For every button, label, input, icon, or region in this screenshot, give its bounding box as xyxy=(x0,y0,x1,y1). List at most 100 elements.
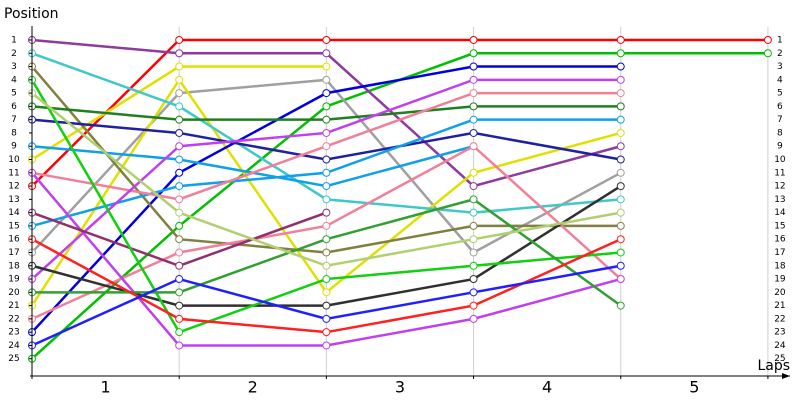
point xyxy=(175,168,184,177)
y-tick-label-right: 8 xyxy=(777,128,783,138)
point xyxy=(469,128,478,137)
point xyxy=(175,182,184,191)
point xyxy=(469,168,478,177)
point xyxy=(616,102,625,111)
y-tick-label-right: 16 xyxy=(774,235,786,245)
y-tick-label: 7 xyxy=(11,115,17,125)
point xyxy=(175,235,184,244)
y-tick-label-right: 4 xyxy=(777,75,783,85)
point xyxy=(322,102,331,111)
x-tick-label: 1 xyxy=(100,378,110,397)
point xyxy=(469,275,478,284)
y-tick-label: 20 xyxy=(8,288,20,298)
y-tick-label: 22 xyxy=(8,314,19,324)
point xyxy=(322,314,331,323)
point xyxy=(175,49,184,58)
point xyxy=(322,62,331,71)
y-tick-label-right: 2 xyxy=(777,49,783,59)
x-tick-label: 3 xyxy=(395,378,405,397)
y-tick-label: 23 xyxy=(8,328,19,338)
y-tick-label-right: 20 xyxy=(774,288,786,298)
y-tick-label: 15 xyxy=(8,221,19,231)
point xyxy=(616,49,625,58)
y-tick-label: 13 xyxy=(8,195,19,205)
y-tick-label: 5 xyxy=(11,89,17,99)
y-tick-label: 25 xyxy=(8,354,19,364)
point xyxy=(175,155,184,164)
y-tick-label-right: 12 xyxy=(774,182,785,192)
point xyxy=(616,195,625,204)
y-tick-label-right: 5 xyxy=(777,89,783,99)
point xyxy=(469,208,478,217)
point xyxy=(322,128,331,137)
y-tick-label: 1 xyxy=(11,35,17,45)
point xyxy=(616,208,625,217)
y-tick-label: 8 xyxy=(11,128,17,138)
point xyxy=(469,49,478,58)
point xyxy=(616,235,625,244)
point xyxy=(175,115,184,124)
y-tick-label-right: 7 xyxy=(777,115,783,125)
point xyxy=(469,182,478,191)
point xyxy=(616,128,625,137)
y-tick-label: 16 xyxy=(8,235,20,245)
y-tick-label-right: 23 xyxy=(774,328,785,338)
point xyxy=(175,341,184,350)
y-tick-label: 17 xyxy=(8,248,19,258)
point xyxy=(616,35,625,44)
point xyxy=(322,115,331,124)
point xyxy=(469,248,478,257)
point xyxy=(322,301,331,310)
point xyxy=(175,328,184,337)
y-tick-label: 10 xyxy=(8,155,20,165)
y-tick-label: 6 xyxy=(11,102,17,112)
y-tick-label-right: 14 xyxy=(774,208,786,218)
y-tick-label: 24 xyxy=(8,341,20,351)
point xyxy=(322,155,331,164)
point xyxy=(175,314,184,323)
point xyxy=(616,115,625,124)
y-tick-label: 21 xyxy=(8,301,19,311)
point xyxy=(322,89,331,98)
point xyxy=(175,75,184,84)
point xyxy=(469,261,478,270)
point xyxy=(175,142,184,151)
point xyxy=(322,195,331,204)
point xyxy=(322,221,331,230)
point xyxy=(175,62,184,71)
series-line xyxy=(31,38,768,187)
y-tick-label: 4 xyxy=(11,75,17,85)
y-tick-label: 3 xyxy=(11,62,17,72)
y-tick-label-right: 19 xyxy=(774,275,786,285)
point xyxy=(763,49,772,58)
x-arrow xyxy=(782,373,790,379)
point xyxy=(469,89,478,98)
point xyxy=(322,75,331,84)
point xyxy=(322,142,331,151)
point xyxy=(469,221,478,230)
point xyxy=(616,62,625,71)
point xyxy=(469,102,478,111)
point xyxy=(469,115,478,124)
y-tick-label-right: 17 xyxy=(774,248,785,258)
y-tick-label: 11 xyxy=(8,168,19,178)
point xyxy=(175,261,184,270)
point xyxy=(175,221,184,230)
y-tick-label: 19 xyxy=(8,275,20,285)
point xyxy=(175,102,184,111)
point xyxy=(763,35,772,44)
point xyxy=(469,75,478,84)
point xyxy=(616,168,625,177)
x-axis-title: Laps xyxy=(757,358,790,374)
y-tick-label-right: 3 xyxy=(777,62,783,72)
point xyxy=(469,35,478,44)
point xyxy=(616,182,625,191)
point xyxy=(469,314,478,323)
point xyxy=(616,248,625,257)
point xyxy=(616,221,625,230)
x-tick-label: 5 xyxy=(689,378,699,397)
y-tick-label-right: 22 xyxy=(774,314,785,324)
y-axis-title: Position xyxy=(4,6,59,22)
point xyxy=(616,142,625,151)
